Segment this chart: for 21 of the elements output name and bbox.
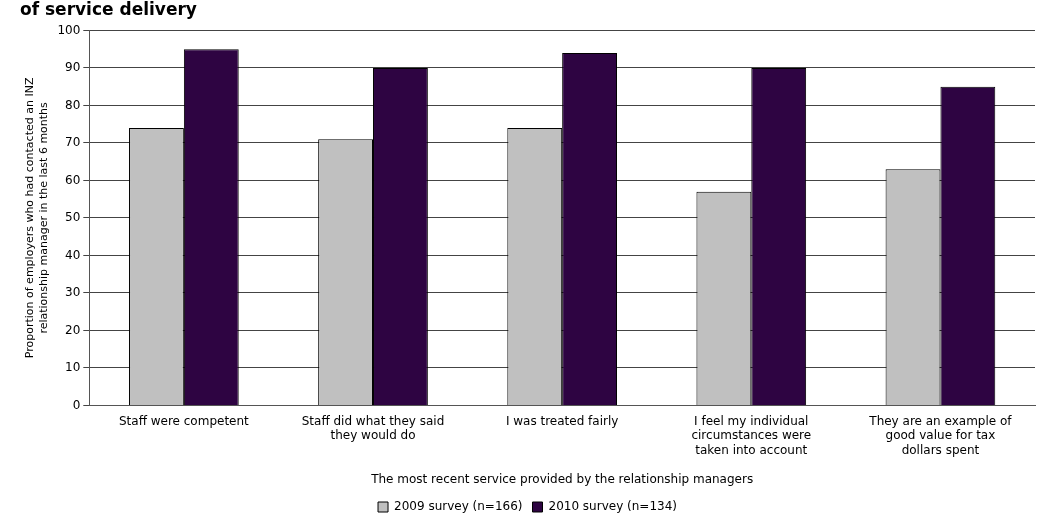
y-tick-label: 30 — [65, 285, 81, 300]
y-tick-label: 10 — [65, 360, 81, 375]
x-tick-label: Staff were competent — [118, 413, 250, 428]
x-tick-label: I feel my individual circumstances were taken into account — [691, 413, 812, 457]
y-tick-label: 0 — [72, 397, 81, 412]
y-tick-label: 90 — [65, 60, 81, 75]
x-tick-label: Staff did what they said they would do — [301, 413, 445, 443]
y-tick-label: 40 — [65, 247, 81, 262]
y-tick-label: 60 — [65, 172, 81, 187]
y-axis-title: Proportion of employers who had contacted an INZ relationship manager in the last 6 months — [23, 77, 50, 359]
x-tick-label: I was treated fairly — [505, 413, 619, 428]
y-tick-label: 100 — [57, 22, 81, 37]
y-tick-label: 20 — [65, 322, 81, 337]
legend-label: 2009 survey (n=166) — [394, 499, 523, 514]
x-tick-label: They are an example of good value for tax dollars spent — [868, 413, 1013, 457]
x-axis-title: The most recent service provided by the relationship managers — [370, 471, 754, 486]
y-tick-label: 50 — [65, 210, 81, 225]
y-tick-label: 80 — [65, 97, 81, 112]
y-tick-label: 70 — [65, 135, 81, 150]
chart-title: of service delivery — [20, 0, 197, 19]
legend-label: 2010 survey (n=134) — [548, 499, 677, 514]
